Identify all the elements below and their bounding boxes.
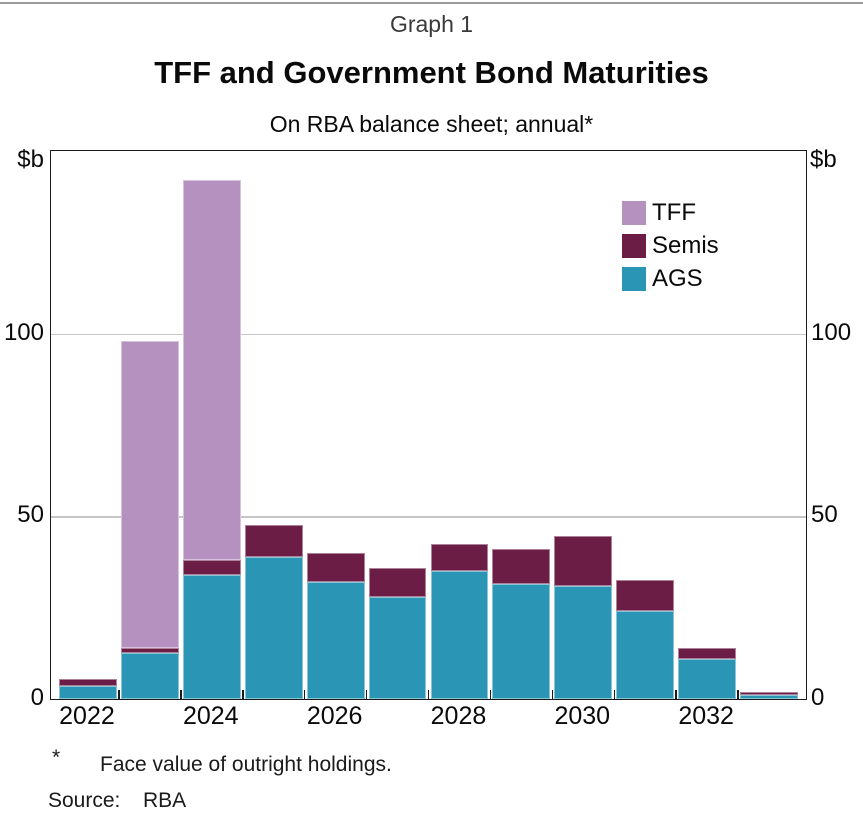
gridline-50 xyxy=(51,516,806,518)
legend-swatch-tff xyxy=(622,200,646,225)
top-divider xyxy=(0,2,863,4)
bar-2027-ags xyxy=(368,596,427,699)
x-tick-label-2032: 2032 xyxy=(678,702,734,730)
bar-2025-ags xyxy=(244,556,303,699)
x-tick xyxy=(551,690,554,699)
x-tick xyxy=(118,690,120,699)
y-tick-label-left-50: 50 xyxy=(17,501,44,529)
x-tick xyxy=(180,690,182,699)
x-tick-label-2024: 2024 xyxy=(182,702,239,730)
bar-2028-ags xyxy=(430,571,489,699)
legend-label-semis: Semis xyxy=(652,231,719,259)
gridline-100 xyxy=(51,333,806,336)
legend-label-tff: TFF xyxy=(652,198,696,226)
source-value: RBA xyxy=(143,789,187,812)
x-tick xyxy=(365,690,368,699)
bar-2024-tff xyxy=(182,180,241,561)
bar-2023-semis xyxy=(120,647,179,654)
y-tick-label-left-100: 100 xyxy=(3,318,44,346)
graph-number: Graph 1 xyxy=(389,11,474,37)
x-tick xyxy=(427,690,430,699)
bar-2022-ags xyxy=(59,686,117,699)
bar-2030-ags xyxy=(554,585,613,699)
y-tick-label-right-0: 0 xyxy=(811,684,825,711)
legend-row-ags: AGS xyxy=(622,262,719,295)
y-axis-unit-right: $b xyxy=(810,146,837,173)
y-tick-label-left-0: 0 xyxy=(30,684,44,711)
x-tick xyxy=(489,690,492,699)
y-tick-label-right-100: 100 xyxy=(811,318,852,346)
bar-2033-semis xyxy=(740,691,798,696)
chart-title: TFF and Government Bond Maturities xyxy=(154,55,709,90)
bar-2032-ags xyxy=(678,658,737,699)
y-axis-unit-left: $b xyxy=(17,146,44,173)
bar-2032-semis xyxy=(678,647,737,659)
x-tick-label-2030: 2030 xyxy=(554,702,611,730)
plot-area xyxy=(50,150,807,700)
footnote-text: Face value of outright holdings. xyxy=(100,753,392,776)
bar-2033-ags xyxy=(740,695,798,699)
legend-swatch-semis xyxy=(622,233,646,258)
x-tick xyxy=(675,690,677,699)
x-tick-label-2026: 2026 xyxy=(306,702,363,730)
bar-2031-ags xyxy=(616,611,675,699)
x-tick-label-2028: 2028 xyxy=(430,702,487,730)
bar-2029-ags xyxy=(492,583,551,699)
x-tick xyxy=(613,690,615,699)
legend-label-ags: AGS xyxy=(652,264,703,292)
legend-row-semis: Semis xyxy=(622,229,719,262)
bar-2026-semis xyxy=(306,552,365,583)
x-tick xyxy=(303,690,306,699)
bar-2031-semis xyxy=(616,580,675,612)
legend-row-tff: TFF xyxy=(622,196,719,229)
bar-2026-ags xyxy=(306,582,365,699)
footnote-marker: * xyxy=(52,746,61,769)
x-tick xyxy=(737,690,739,699)
bar-2023-ags xyxy=(120,653,179,699)
legend-swatch-ags xyxy=(622,266,646,291)
y-tick-label-right-50: 50 xyxy=(811,501,838,529)
bar-2024-ags xyxy=(182,574,241,699)
x-tick xyxy=(242,690,244,699)
bar-2027-semis xyxy=(368,567,427,597)
bar-2030-semis xyxy=(554,536,613,586)
legend: TFF Semis AGS xyxy=(622,196,719,295)
bar-2025-semis xyxy=(244,525,303,557)
bar-2029-semis xyxy=(492,549,551,584)
bar-2022-semis xyxy=(59,678,117,687)
x-tick-label-2022: 2022 xyxy=(59,702,115,730)
chart-subtitle: On RBA balance sheet; annual* xyxy=(269,111,594,137)
bar-2024-semis xyxy=(182,560,241,575)
source-label: Source: xyxy=(48,789,121,812)
bar-2028-semis xyxy=(430,543,489,572)
bar-2023-tff xyxy=(120,340,179,648)
